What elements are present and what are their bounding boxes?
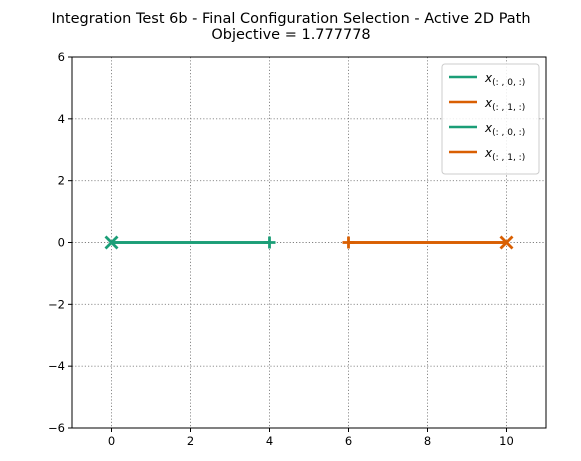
x-tick-label: 2 xyxy=(187,434,194,448)
legend: x(: , 0, :) x(: , 1, :) x(: , 0, :) x(: , 1… xyxy=(441,63,540,175)
axis-ticks: 0 2 4 6 8 10 −6 −4 −2 0 2 4 6 xyxy=(48,50,514,448)
legend-entry-label: x(: , 1, :) xyxy=(484,146,525,163)
y-tick-label: −2 xyxy=(48,297,65,311)
y-tick-label: 0 xyxy=(58,236,65,250)
y-tick-label: −6 xyxy=(48,421,65,435)
legend-box xyxy=(441,63,540,175)
x-tick-label: 10 xyxy=(499,434,514,448)
legend-entry-label: x(: , 0, :) xyxy=(484,71,525,88)
chart-subtitle: Objective = 1.777778 xyxy=(211,27,370,43)
y-tick-label: 6 xyxy=(58,50,65,64)
plot-series xyxy=(104,235,514,250)
y-tick-label: 2 xyxy=(58,174,65,188)
x-tick-label: 0 xyxy=(108,434,115,448)
x-tick-label: 8 xyxy=(424,434,431,448)
chart-title: Integration Test 6b - Final Configuratio… xyxy=(51,11,530,27)
y-tick-label: 4 xyxy=(58,112,65,126)
y-tick-label: −4 xyxy=(48,359,65,373)
x-tick-label: 4 xyxy=(266,434,273,448)
x-tick-label: 6 xyxy=(345,434,352,448)
legend-entry-label: x(: , 0, :) xyxy=(484,121,525,138)
legend-entry-label: x(: , 1, :) xyxy=(484,96,525,113)
